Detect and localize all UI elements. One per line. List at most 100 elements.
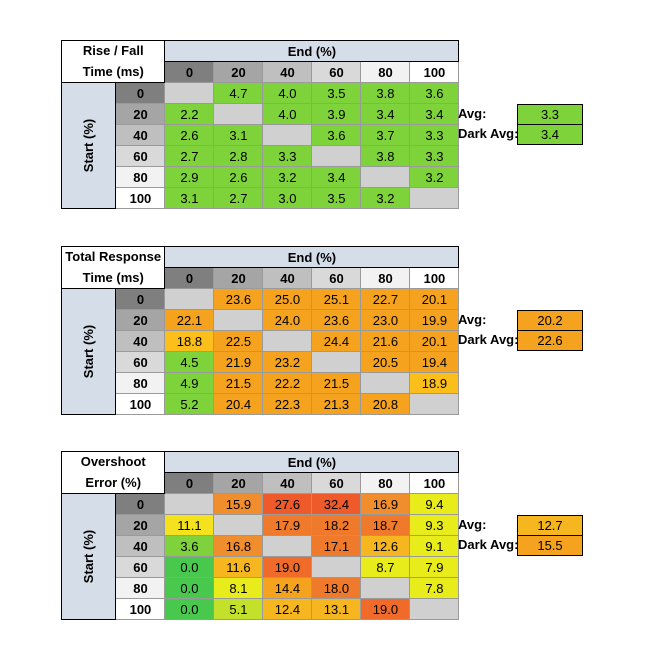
table-3: Overshoot End (%) Error (%) 0 20 40 60 80 100 Sta…: [60, 451, 460, 620]
column-header: 20: [213, 472, 264, 494]
data-cell: 17.9: [262, 514, 313, 536]
row-header: 20: [115, 514, 166, 536]
column-header: 60: [311, 61, 362, 83]
end-percent-header: End (%): [164, 246, 460, 268]
row-header: 40: [115, 124, 166, 146]
column-header: 40: [262, 472, 313, 494]
column-header: 0: [164, 472, 215, 494]
table-title-line1: Total Response: [60, 246, 166, 268]
column-header: 80: [360, 267, 411, 289]
data-cell: 18.9: [409, 372, 460, 394]
row-header: 0: [115, 288, 166, 310]
data-cell: 3.6: [311, 124, 362, 146]
table-title-line2: Time (ms): [60, 267, 166, 289]
data-cell: 3.2: [262, 166, 313, 188]
data-cell: 3.8: [360, 82, 411, 104]
row-header: 100: [115, 598, 166, 620]
column-header: 100: [409, 267, 460, 289]
row-header: 80: [115, 166, 166, 188]
data-cell: [311, 556, 362, 578]
data-cell: 19.0: [262, 556, 313, 578]
data-cell: 32.4: [311, 493, 362, 515]
data-cell: 22.2: [262, 372, 313, 394]
data-cell: 3.6: [409, 82, 460, 104]
dark-avg-value: 3.4: [517, 124, 583, 145]
data-cell: 3.5: [311, 82, 362, 104]
row-header: 40: [115, 330, 166, 352]
data-cell: 2.6: [213, 166, 264, 188]
row-header: 40: [115, 535, 166, 557]
column-header: 100: [409, 61, 460, 83]
column-header: 0: [164, 267, 215, 289]
data-cell: 9.3: [409, 514, 460, 536]
data-cell: 3.2: [409, 166, 460, 188]
data-cell: 11.1: [164, 514, 215, 536]
data-cell: 7.9: [409, 556, 460, 578]
dark-avg-label: Dark Avg:: [458, 332, 519, 347]
column-header: 20: [213, 61, 264, 83]
data-cell: 7.8: [409, 577, 460, 599]
data-cell: [262, 124, 313, 146]
data-cell: 9.1: [409, 535, 460, 557]
data-cell: 0.0: [164, 556, 215, 578]
avg-value: 3.3: [517, 104, 583, 125]
data-cell: [164, 288, 215, 310]
data-cell: 24.4: [311, 330, 362, 352]
data-cell: 5.1: [213, 598, 264, 620]
data-cell: [311, 351, 362, 373]
data-cell: 12.4: [262, 598, 313, 620]
data-cell: 3.6: [164, 535, 215, 557]
column-header: 60: [311, 267, 362, 289]
data-cell: 0.0: [164, 577, 215, 599]
table-2: Total Response End (%) Time (ms) 0 20 40 60 80 1…: [60, 246, 460, 415]
table-title-line1: Rise / Fall: [60, 40, 166, 62]
row-header: 100: [115, 187, 166, 209]
data-cell: 11.6: [213, 556, 264, 578]
data-cell: 4.0: [262, 103, 313, 125]
data-cell: 22.7: [360, 288, 411, 310]
data-cell: 17.1: [311, 535, 362, 557]
data-cell: 23.6: [213, 288, 264, 310]
data-cell: 23.0: [360, 309, 411, 331]
data-cell: 3.3: [262, 145, 313, 167]
data-cell: [262, 535, 313, 557]
dark-avg-value: 22.6: [517, 330, 583, 351]
row-header: 0: [115, 493, 166, 515]
row-header: 60: [115, 556, 166, 578]
data-cell: [164, 493, 215, 515]
data-cell: 20.8: [360, 393, 411, 415]
row-header: 0: [115, 82, 166, 104]
data-cell: 19.9: [409, 309, 460, 331]
dark-avg-label: Dark Avg:: [458, 537, 519, 552]
data-cell: 2.2: [164, 103, 215, 125]
data-cell: 18.7: [360, 514, 411, 536]
data-cell: 3.0: [262, 187, 313, 209]
table-title-line1: Overshoot: [60, 451, 166, 473]
avg-value: 20.2: [517, 310, 583, 331]
data-cell: 23.2: [262, 351, 313, 373]
data-cell: 27.6: [262, 493, 313, 515]
data-cell: 25.1: [311, 288, 362, 310]
data-cell: 3.4: [311, 166, 362, 188]
start-header-cell: Start (%): [60, 493, 117, 620]
start-header-cell: Start (%): [60, 288, 117, 415]
row-header: 20: [115, 309, 166, 331]
data-cell: 3.7: [360, 124, 411, 146]
data-cell: 18.2: [311, 514, 362, 536]
data-cell: 2.9: [164, 166, 215, 188]
avg-label: Avg:: [458, 106, 487, 121]
data-cell: 4.5: [164, 351, 215, 373]
data-cell: [164, 82, 215, 104]
data-cell: [311, 145, 362, 167]
row-header: 80: [115, 372, 166, 394]
table-title-line2: Error (%): [60, 472, 166, 494]
dark-avg-label: Dark Avg:: [458, 126, 519, 141]
avg-label: Avg:: [458, 312, 487, 327]
data-cell: 4.0: [262, 82, 313, 104]
data-cell: 3.4: [409, 103, 460, 125]
data-cell: 22.3: [262, 393, 313, 415]
data-cell: [262, 330, 313, 352]
data-cell: 21.3: [311, 393, 362, 415]
column-header: 100: [409, 472, 460, 494]
data-cell: 23.6: [311, 309, 362, 331]
